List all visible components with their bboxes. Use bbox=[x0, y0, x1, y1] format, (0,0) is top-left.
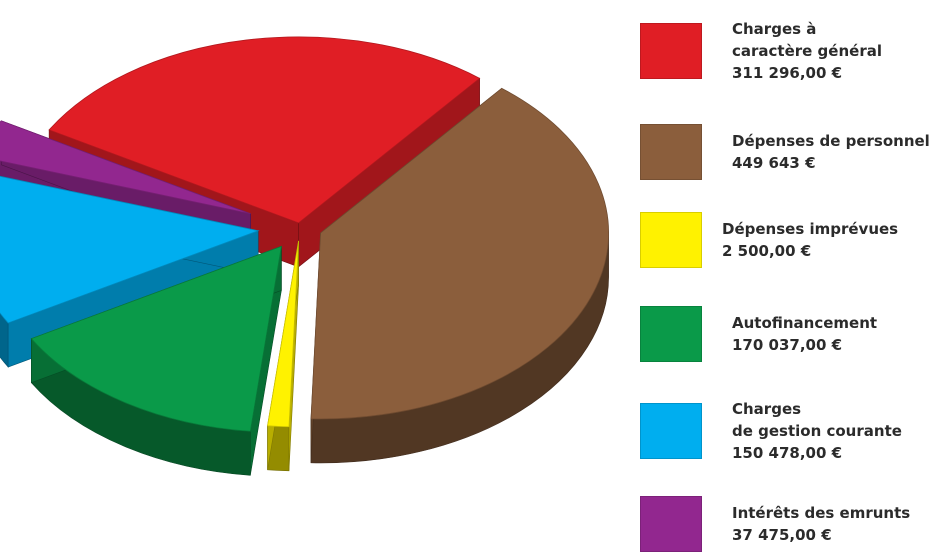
pie-slice-3 bbox=[267, 240, 299, 472]
legend-swatch bbox=[640, 306, 702, 362]
legend-swatch bbox=[640, 23, 702, 79]
chart-legend: Charges à caractère général 311 296,00 € Dé… bbox=[636, 0, 951, 558]
legend-value: 170 037,00 € bbox=[732, 336, 843, 354]
pie-chart bbox=[0, 36, 609, 476]
legend-label-line: de gestion courante bbox=[732, 422, 902, 440]
legend-swatch bbox=[640, 212, 702, 268]
legend-label-line: Dépenses imprévues bbox=[722, 220, 899, 238]
legend-swatch bbox=[640, 496, 702, 552]
legend-text: Dépenses de personnel 449 643 € bbox=[732, 130, 930, 174]
legend-swatch bbox=[640, 124, 702, 180]
pie-slice-4 bbox=[30, 245, 282, 476]
legend-label-line: Autofinancement bbox=[732, 314, 878, 332]
legend-value: 37 475,00 € bbox=[732, 526, 832, 544]
legend-label-line: Charges à bbox=[732, 20, 817, 38]
legend-text: Charges à caractère général 311 296,00 € bbox=[732, 18, 882, 84]
legend-label-line: Charges bbox=[732, 400, 802, 418]
legend-label-line: Dépenses de personnel bbox=[732, 132, 930, 150]
legend-text: Charges de gestion courante 150 478,00 € bbox=[732, 398, 902, 464]
legend-text: Dépenses imprévues 2 500,00 € bbox=[722, 218, 898, 262]
legend-text: Autofinancement 170 037,00 € bbox=[732, 312, 877, 356]
pie-slice-2 bbox=[310, 87, 609, 464]
legend-text: Intérêts des emrunts 37 475,00 € bbox=[732, 502, 910, 546]
legend-value: 2 500,00 € bbox=[722, 242, 812, 260]
legend-value: 311 296,00 € bbox=[732, 64, 843, 82]
legend-label-line: Intérêts des emrunts bbox=[732, 504, 911, 522]
legend-label-line: caractère général bbox=[732, 42, 882, 60]
legend-swatch bbox=[640, 403, 702, 459]
legend-value: 150 478,00 € bbox=[732, 444, 843, 462]
legend-value: 449 643 € bbox=[732, 154, 816, 172]
